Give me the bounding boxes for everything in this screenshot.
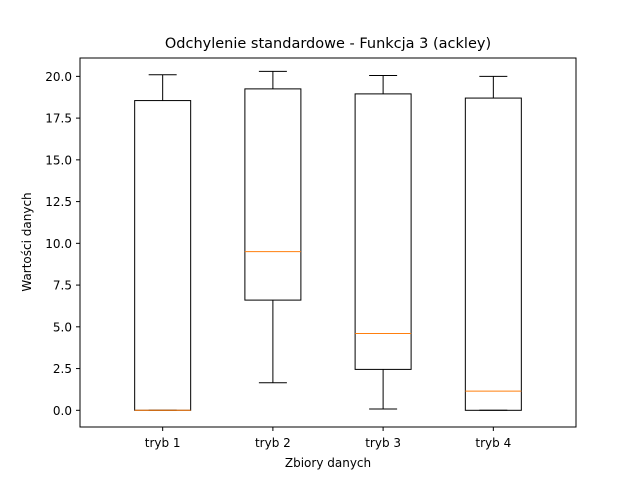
y-tick-label: 0.0	[53, 404, 72, 418]
y-tick-label: 17.5	[45, 112, 72, 126]
x-tick-label: tryb 3	[365, 436, 401, 450]
box-body	[244, 88, 302, 301]
y-axis-label: Wartości danych	[20, 192, 34, 291]
y-tick-label: 2.5	[53, 362, 72, 376]
box-1	[134, 74, 192, 411]
box-3	[354, 75, 412, 410]
y-tick-label: 5.0	[53, 320, 72, 334]
box-2	[244, 70, 302, 384]
y-tick-label: 12.5	[45, 195, 72, 209]
plot-area-frame	[79, 57, 577, 428]
chart-title: Odchylenie standardowe - Funkcja 3 (ackl…	[165, 36, 491, 52]
y-tick-label: 20.0	[45, 70, 72, 84]
x-tick-label: tryb 1	[145, 436, 181, 450]
x-axis: tryb 1 tryb 2 tryb 3 tryb 4	[145, 427, 511, 450]
y-tick-label: 10.0	[45, 237, 72, 251]
x-tick-label: tryb 4	[475, 436, 511, 450]
y-tick-label: 7.5	[53, 279, 72, 293]
y-tick-label: 15.0	[45, 153, 72, 167]
box-body	[354, 93, 412, 370]
x-tick-label: tryb 2	[255, 436, 291, 450]
box-plot-group	[134, 70, 522, 411]
y-axis: 0.0 2.5 5.0 7.5 10.0 12.5 15.0 17.5 20.0	[45, 70, 80, 418]
box-body	[464, 97, 522, 411]
box-4	[464, 75, 522, 411]
x-axis-label: Zbiory danych	[285, 456, 371, 470]
